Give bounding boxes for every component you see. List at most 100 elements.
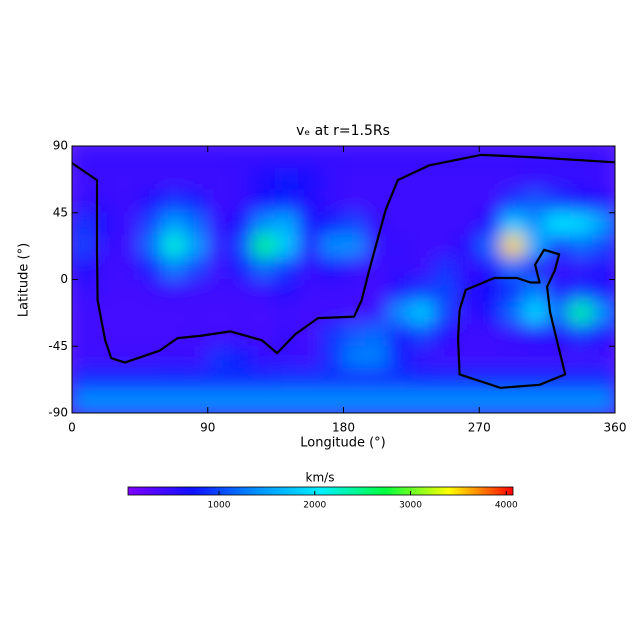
- heat-cell: [207, 190, 231, 214]
- heat-cell: [501, 390, 525, 413]
- heat-cell: [229, 190, 254, 214]
- heat-cell: [162, 146, 186, 169]
- heat-cell: [343, 212, 367, 236]
- heat-cell: [229, 301, 254, 325]
- heat-cell: [229, 167, 254, 191]
- heat-cell: [207, 345, 231, 369]
- heat-cell: [343, 146, 367, 169]
- heat-cell: [184, 167, 209, 191]
- heat-cell: [252, 368, 277, 392]
- y-axis-label: Latitude (°): [17, 243, 32, 317]
- heat-cell: [343, 256, 367, 280]
- heat-cell: [591, 301, 615, 325]
- colorbar-tick-label: 4000: [495, 501, 518, 511]
- heat-cell: [72, 256, 96, 280]
- heat-cell: [433, 190, 458, 214]
- heat-cell: [72, 190, 96, 214]
- heat-cell: [410, 279, 435, 303]
- heat-cell: [501, 234, 525, 258]
- contour-line: [72, 153, 615, 364]
- heat-cell: [501, 190, 525, 214]
- heat-cell: [229, 146, 254, 169]
- heat-cell: [320, 190, 344, 214]
- heat-cell: [546, 323, 571, 347]
- colorbar-tick-label: 1000: [208, 501, 231, 511]
- heat-cell: [116, 345, 141, 369]
- heat-cell: [478, 256, 503, 280]
- x-tick-label: 0: [68, 421, 76, 435]
- heat-cell: [388, 256, 412, 280]
- heat-cell: [388, 345, 412, 369]
- heat-cell: [252, 146, 277, 169]
- heat-cell: [410, 212, 435, 236]
- heat-cell: [297, 234, 322, 258]
- heat-cell: [365, 368, 390, 392]
- heat-cell: [184, 323, 209, 347]
- chart-title: vₑ at r=1.5Rs: [296, 123, 390, 139]
- heat-cell: [320, 368, 344, 392]
- heat-cell: [252, 345, 277, 369]
- heat-cell: [252, 256, 277, 280]
- heat-cell: [591, 256, 615, 280]
- heat-cell: [410, 345, 435, 369]
- heat-cell: [524, 345, 548, 369]
- heat-cell: [524, 212, 548, 236]
- heat-cell: [388, 390, 412, 413]
- heat-cell: [94, 323, 118, 347]
- heat-cell: [184, 368, 209, 392]
- heat-cell: [591, 279, 615, 303]
- heat-cell: [433, 345, 458, 369]
- heat-cell: [591, 390, 615, 413]
- y-tick-label: 90: [53, 139, 68, 153]
- heat-cell: [116, 146, 141, 169]
- x-tick-label: 180: [332, 421, 355, 435]
- heat-cell: [569, 190, 593, 214]
- heat-cell: [297, 146, 322, 169]
- heat-cell: [94, 279, 118, 303]
- heat-cell: [297, 256, 322, 280]
- heat-cell: [524, 167, 548, 191]
- heat-cell: [410, 190, 435, 214]
- heat-cell: [456, 212, 480, 236]
- heat-cell: [72, 323, 96, 347]
- heat-cell: [524, 368, 548, 392]
- heat-cell: [229, 345, 254, 369]
- heat-cell: [184, 301, 209, 325]
- heat-cell: [388, 234, 412, 258]
- heat-cell: [275, 190, 299, 214]
- heat-cell: [116, 390, 141, 413]
- heat-cell: [320, 301, 344, 325]
- heat-cell: [478, 234, 503, 258]
- heat-cell: [72, 234, 96, 258]
- x-tick-label: 90: [200, 421, 215, 435]
- heat-cell: [388, 212, 412, 236]
- heat-cell: [207, 167, 231, 191]
- heat-cell: [365, 190, 390, 214]
- heat-cell: [139, 256, 163, 280]
- heat-cell: [456, 190, 480, 214]
- heat-cell: [139, 146, 163, 169]
- heat-cell: [207, 323, 231, 347]
- heat-cell: [275, 368, 299, 392]
- heat-cell: [546, 167, 571, 191]
- heat-cell: [365, 301, 390, 325]
- contour-line: [457, 248, 567, 389]
- heat-cell: [252, 212, 277, 236]
- heat-cell: [478, 390, 503, 413]
- heat-cell: [297, 368, 322, 392]
- heat-cell: [569, 390, 593, 413]
- heat-cell: [297, 323, 322, 347]
- heat-cell: [456, 345, 480, 369]
- heat-cell: [591, 190, 615, 214]
- heat-cell: [252, 390, 277, 413]
- heat-cell: [320, 167, 344, 191]
- heat-cell: [297, 390, 322, 413]
- heat-cell: [229, 212, 254, 236]
- heat-cell: [320, 146, 344, 169]
- heat-cell: [501, 256, 525, 280]
- heat-cell: [343, 368, 367, 392]
- heat-cell: [94, 390, 118, 413]
- heat-cell: [320, 279, 344, 303]
- colorbar-label: km/s: [306, 471, 335, 485]
